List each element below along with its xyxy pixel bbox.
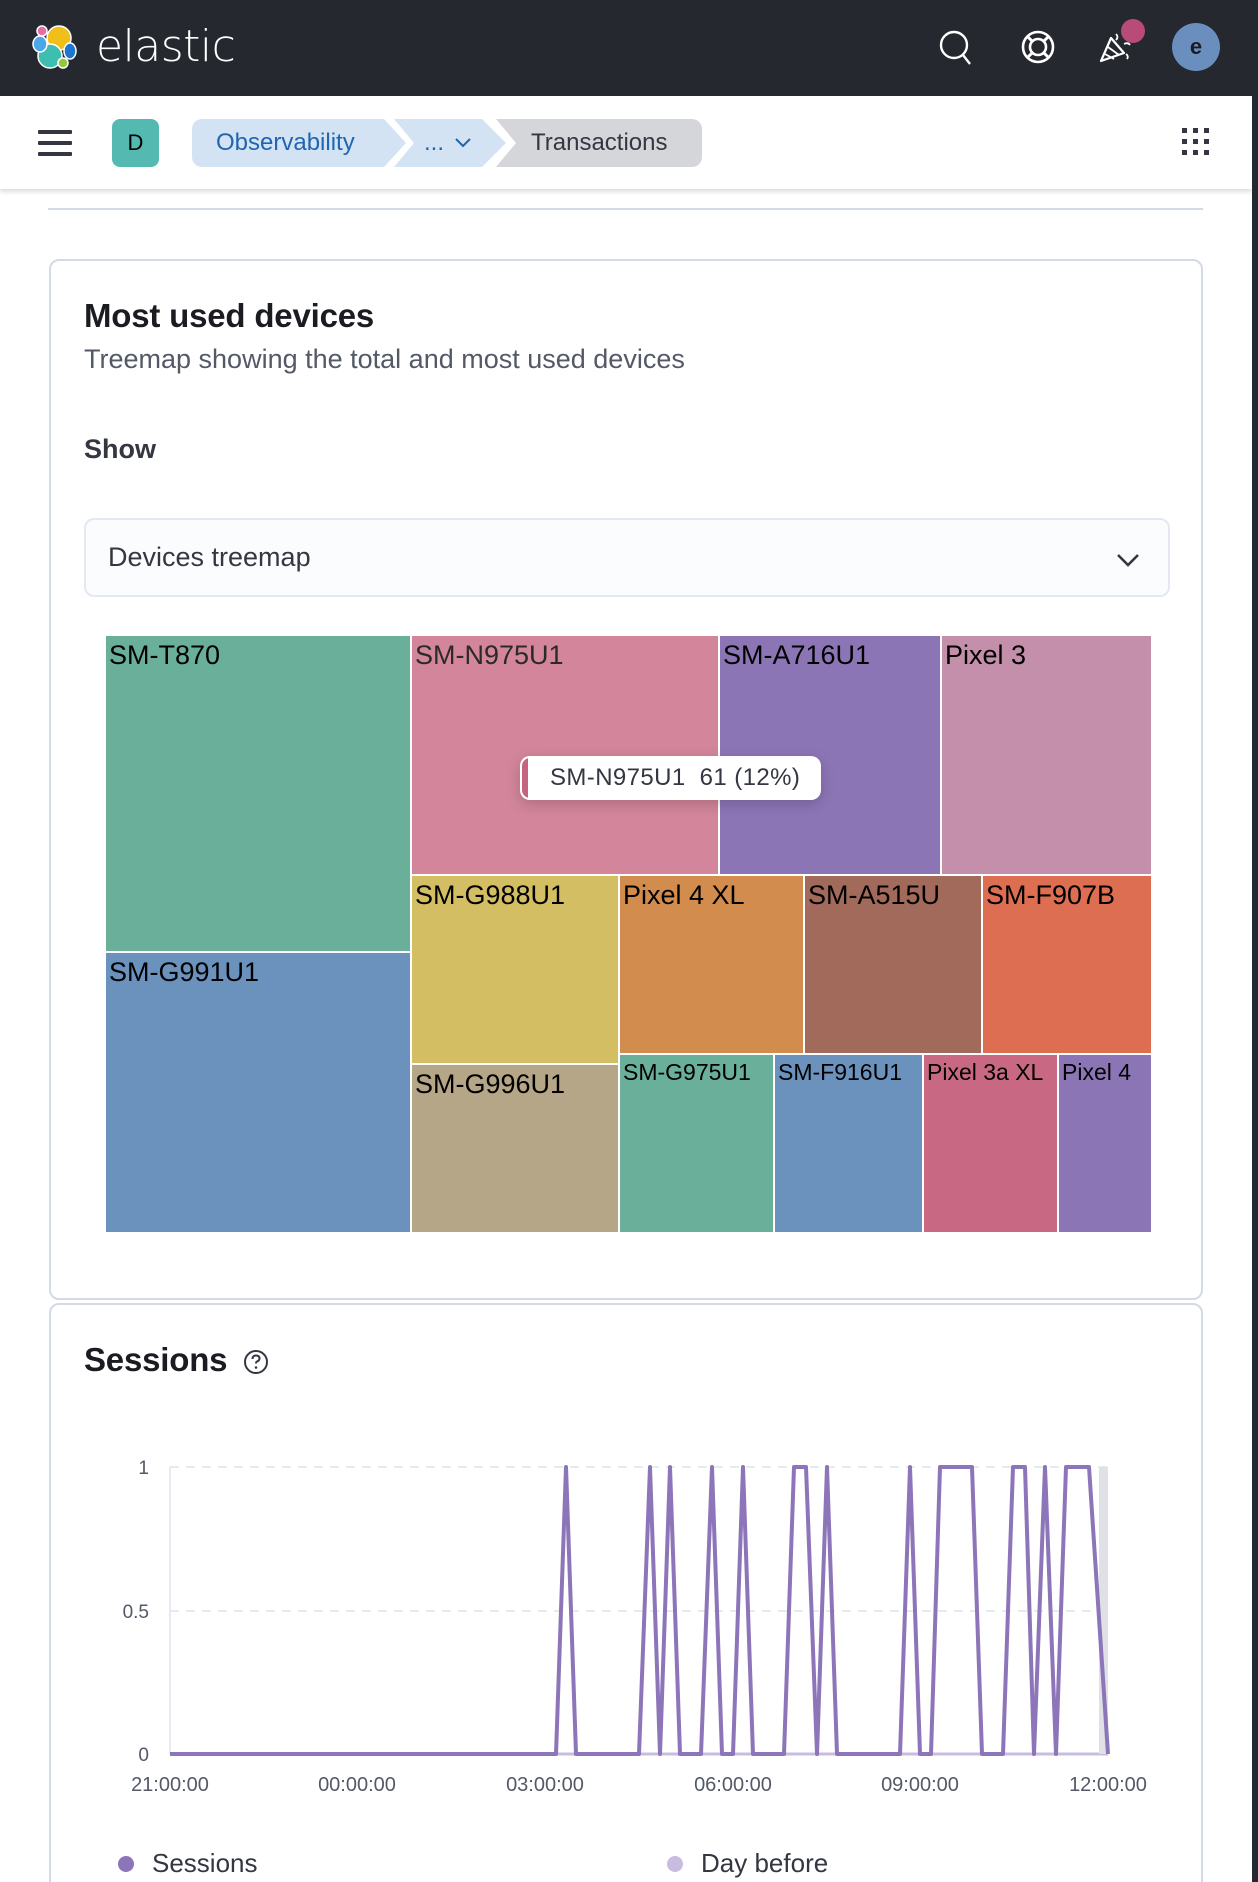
tile-label: SM-T870 xyxy=(109,640,221,670)
search-icon xyxy=(939,30,971,65)
chart-gridlines xyxy=(169,1466,1108,1754)
svg-text:09:00:00: 09:00:00 xyxy=(881,1774,959,1796)
treemap-tile-sm-f907b[interactable]: SM-F907B xyxy=(982,875,1152,1054)
y-axis-labels: 1 0.5 0 xyxy=(123,1458,149,1766)
user-avatar[interactable]: e xyxy=(1172,23,1220,71)
tooltip-label: SM-N975U1 xyxy=(550,764,686,791)
app-menu-grid-icon[interactable] xyxy=(1182,128,1210,156)
help-question-icon[interactable] xyxy=(243,1349,269,1375)
hamburger-icon-line xyxy=(38,141,72,145)
svg-text:21:00:00: 21:00:00 xyxy=(131,1774,209,1796)
breadcrumb-label: ... xyxy=(424,129,445,156)
tile-label: SM-F907B xyxy=(986,880,1116,910)
treemap-tile-sm-a716u1[interactable]: SM-A716U1 xyxy=(719,635,941,875)
legend-item-sessions[interactable]: Sessions xyxy=(118,1848,258,1879)
panel-title: Most used devices xyxy=(84,297,375,334)
legend-item-day-before[interactable]: Day before xyxy=(667,1848,828,1879)
window-edge xyxy=(1252,96,1258,1882)
sessions-line-chart: 1 0.5 0 21:00:00 00:00:00 03:00:00 06:00… xyxy=(123,1458,1147,1796)
chevron-down-icon xyxy=(1117,554,1139,567)
tile-label: SM-G988U1 xyxy=(415,880,566,910)
treemap-tile-sm-f916u1[interactable]: SM-F916U1 xyxy=(774,1054,923,1233)
devices-treemap: SM-T870 SM-G991U1 SM-N975U1 SM-A716U1 Pi… xyxy=(105,635,1152,1233)
news-party-icon xyxy=(1099,33,1131,63)
brand-name: elastic xyxy=(96,21,236,72)
space-selector[interactable]: D xyxy=(112,119,159,167)
hamburger-icon xyxy=(38,130,72,134)
treemap-tile-sm-a515u[interactable]: SM-A515U xyxy=(804,875,982,1054)
legend-dot-icon xyxy=(118,1855,134,1872)
svg-text:0: 0 xyxy=(138,1745,149,1766)
treemap-tile-sm-g996u1[interactable]: SM-G996U1 xyxy=(411,1064,619,1233)
tile-label: Pixel 3 xyxy=(945,640,1027,670)
tile-label: SM-A515U xyxy=(808,880,941,910)
section-divider xyxy=(48,208,1203,210)
tile-label: Pixel 3a XL xyxy=(927,1059,1044,1085)
x-axis-labels: 21:00:00 00:00:00 03:00:00 06:00:00 09:0… xyxy=(131,1774,1147,1796)
navigation-bar: D Observability ... Transactions xyxy=(0,96,1252,189)
treemap-tile-pixel-4[interactable]: Pixel 4 xyxy=(1058,1054,1152,1233)
panel-title: Sessions xyxy=(84,1341,228,1378)
news-button[interactable] xyxy=(1093,25,1137,69)
svg-text:00:00:00: 00:00:00 xyxy=(318,1774,396,1796)
svg-text:12:00:00: 12:00:00 xyxy=(1069,1774,1147,1796)
legend-dot-icon xyxy=(667,1855,683,1872)
chart-type-select[interactable]: Devices treemap xyxy=(84,518,1170,597)
tile-label: SM-G991U1 xyxy=(109,957,260,987)
help-lifebuoy-icon xyxy=(1021,30,1055,64)
svg-text:0.5: 0.5 xyxy=(123,1602,149,1623)
tooltip-value: 61 (12%) xyxy=(699,764,801,791)
tile-label: SM-A716U1 xyxy=(723,640,871,670)
treemap-tile-sm-g975u1[interactable]: SM-G975U1 xyxy=(619,1054,774,1233)
chevron-down-icon xyxy=(455,138,471,148)
breadcrumb-label: Transactions xyxy=(531,129,668,156)
breadcrumb-collapsed[interactable]: ... xyxy=(394,119,506,167)
tile-label: SM-G996U1 xyxy=(415,1069,566,1099)
tile-label: SM-F916U1 xyxy=(778,1059,902,1085)
sessions-panel: Sessions 1 0.5 0 21:00:00 00:00:00 03:00… xyxy=(49,1303,1203,1882)
treemap-tile-pixel-3a-xl[interactable]: Pixel 3a XL xyxy=(923,1054,1058,1233)
notification-badge xyxy=(1121,19,1145,43)
sessions-series xyxy=(170,1465,1110,1756)
panel-subtitle: Treemap showing the total and most used … xyxy=(84,344,685,374)
most-used-devices-panel: Most used devices Treemap showing the to… xyxy=(49,259,1203,1300)
treemap-tile-sm-n975u1[interactable]: SM-N975U1 xyxy=(411,635,719,875)
show-label: Show xyxy=(84,434,156,464)
tooltip-color-swatch xyxy=(520,756,530,800)
treemap-tile-pixel-4-xl[interactable]: Pixel 4 XL xyxy=(619,875,804,1054)
svg-text:03:00:00: 03:00:00 xyxy=(506,1774,584,1796)
treemap-tile-sm-g988u1[interactable]: SM-G988U1 xyxy=(411,875,619,1064)
treemap-tile-pixel-3[interactable]: Pixel 3 xyxy=(941,635,1152,875)
hamburger-icon-line xyxy=(38,152,72,156)
treemap-tooltip: SM-N975U1 61 (12%) xyxy=(520,756,821,800)
svg-text:1: 1 xyxy=(138,1458,149,1479)
legend-label: Sessions xyxy=(152,1848,258,1878)
select-value: Devices treemap xyxy=(108,542,311,572)
help-button[interactable] xyxy=(1016,25,1060,69)
tile-label: SM-G975U1 xyxy=(623,1059,751,1085)
tile-label: SM-N975U1 xyxy=(415,640,564,670)
partial-bucket-band xyxy=(1099,1467,1108,1754)
breadcrumb-observability[interactable]: Observability xyxy=(192,119,406,167)
treemap-tile-sm-t870[interactable]: SM-T870 xyxy=(105,635,411,952)
tile-label: Pixel 4 xyxy=(1062,1059,1132,1085)
menu-toggle-button[interactable] xyxy=(38,130,72,156)
legend-label: Day before xyxy=(701,1848,829,1878)
elastic-logo-icon[interactable] xyxy=(30,22,80,72)
svg-text:06:00:00: 06:00:00 xyxy=(694,1774,772,1796)
treemap-tile-sm-g991u1[interactable]: SM-G991U1 xyxy=(105,952,411,1233)
search-button[interactable] xyxy=(934,25,978,69)
breadcrumb-transactions: Transactions xyxy=(496,119,702,167)
top-header: elastic e xyxy=(0,0,1258,96)
tile-label: Pixel 4 XL xyxy=(623,880,745,910)
breadcrumb-label: Observability xyxy=(216,129,355,156)
